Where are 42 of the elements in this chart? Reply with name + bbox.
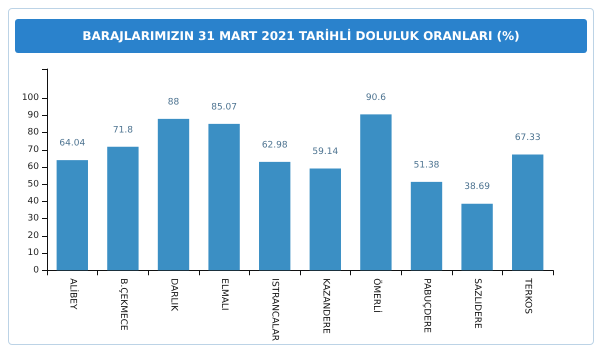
y-tick-label: 80 [28, 128, 40, 138]
y-tick-label: 10 [28, 248, 40, 258]
y-tick-label: 20 [28, 230, 40, 241]
bar [410, 182, 442, 270]
x-tick-label: KAZANDERE [320, 278, 330, 334]
x-tick-label: ISTRANCALAR [270, 278, 280, 342]
data-label: 62.98 [262, 140, 288, 150]
bar [512, 154, 544, 270]
y-tick-label: 60 [28, 162, 40, 172]
x-tick-label: DARLIK [168, 278, 178, 312]
data-label: 67.33 [514, 132, 541, 143]
y-tick-label: 90 [28, 110, 40, 120]
bar [158, 118, 190, 270]
bar [259, 162, 290, 270]
bar [461, 204, 493, 270]
bar [208, 124, 240, 270]
x-tick-label: ELMALI [219, 278, 230, 311]
x-tick-label: ÖMERLİ [370, 278, 383, 313]
data-label: 51.38 [414, 160, 440, 170]
x-tick-label: ALİBEY [67, 278, 80, 310]
x-tick-label: B.ÇEKMECE [118, 278, 128, 331]
x-tick-label: SAZLIDERE [472, 278, 482, 330]
y-tick-label: 0 [33, 265, 40, 276]
y-tick-label: 100 [22, 93, 40, 104]
y-tick-label: 70 [28, 144, 40, 155]
bar [56, 160, 88, 270]
data-label: 59.14 [312, 147, 338, 158]
bar [107, 146, 139, 270]
x-tick-label: TERKOS [522, 277, 533, 314]
y-tick-label: 40 [28, 196, 40, 206]
data-label: 90.6 [366, 92, 386, 103]
data-label: 88 [168, 97, 180, 108]
bar [310, 168, 341, 270]
y-tick-label: 30 [28, 214, 40, 224]
data-label: 71.8 [112, 125, 134, 136]
data-label: 85.07 [211, 102, 237, 112]
data-label: 64.04 [59, 138, 86, 149]
bar [360, 114, 392, 270]
chart-title: BARAJLARIMIZIN 31 MART 2021 TARİHLİ DOLULUK ORANLARI (%) [15, 19, 587, 53]
y-tick-label: 50 [28, 179, 40, 190]
x-tick-label: PABUÇDERE [422, 278, 432, 334]
data-label: 38.69 [464, 182, 490, 192]
